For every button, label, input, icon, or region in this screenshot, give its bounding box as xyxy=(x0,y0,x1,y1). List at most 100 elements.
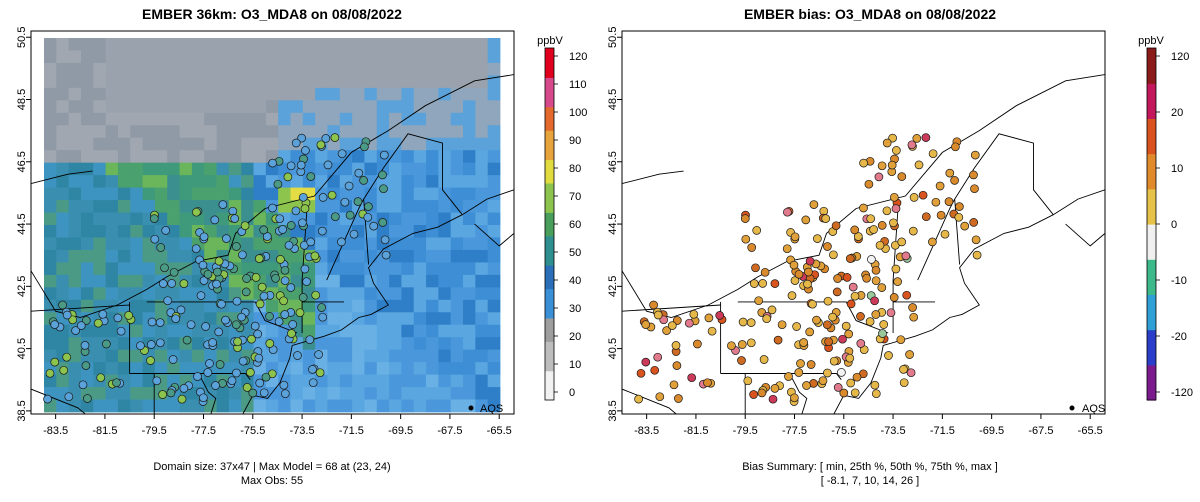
bias-point xyxy=(899,378,909,388)
grid-cell xyxy=(167,362,180,375)
grid-cell xyxy=(475,362,489,375)
grid-cell xyxy=(93,62,107,76)
grid-cell xyxy=(167,38,180,51)
grid-cell xyxy=(290,399,304,413)
grid-cell xyxy=(191,87,205,101)
bias-point xyxy=(877,161,887,171)
grid-cell xyxy=(56,262,70,276)
grid-cell xyxy=(253,150,267,164)
grid-cell xyxy=(438,137,452,151)
bias-point xyxy=(893,277,902,286)
grid-cell xyxy=(450,75,464,89)
right-colorbar-segment xyxy=(1147,48,1156,55)
grid-cell xyxy=(413,374,427,388)
bias-point xyxy=(921,212,931,222)
grid-cell xyxy=(401,137,415,151)
grid-cell xyxy=(315,337,328,351)
grid-cell xyxy=(364,337,378,351)
grid-cell xyxy=(413,274,427,288)
right-colorbar-segment xyxy=(1147,312,1156,319)
right-colorbar-segment xyxy=(1147,376,1156,383)
right-colorbar-segment xyxy=(1147,94,1156,102)
grid-cell xyxy=(93,162,107,176)
grid-cell xyxy=(228,399,242,413)
grid-cell xyxy=(93,100,107,114)
right-y-tick-label: 42.5 xyxy=(607,276,619,297)
left-state-border xyxy=(363,133,463,265)
grid-cell xyxy=(93,262,107,276)
grid-cell xyxy=(68,249,82,263)
aqs-station-point xyxy=(286,283,296,292)
grid-cell xyxy=(290,262,304,276)
grid-cell xyxy=(44,237,57,251)
left-colorbar-segment xyxy=(545,218,554,225)
left-colorbar-tick-label: 10 xyxy=(569,359,581,371)
aqs-station-point xyxy=(217,299,226,309)
grid-cell xyxy=(426,162,439,176)
grid-cell xyxy=(401,150,415,164)
left-x-tick-label: -77.5 xyxy=(191,425,216,437)
grid-cell xyxy=(450,112,464,126)
aqs-station-point xyxy=(156,243,166,252)
aqs-station-point xyxy=(205,359,214,368)
grid-cell xyxy=(191,175,205,188)
grid-cell xyxy=(364,150,378,164)
grid-cell xyxy=(80,87,94,101)
right-legend-label: AQS xyxy=(1082,403,1105,415)
grid-cell xyxy=(68,87,82,101)
grid-cell xyxy=(204,162,217,176)
grid-cell xyxy=(130,75,143,89)
grid-cell xyxy=(68,337,82,351)
aqs-station-point xyxy=(255,299,265,309)
grid-cell xyxy=(389,312,402,326)
grid-cell xyxy=(179,62,193,76)
grid-cell xyxy=(463,150,476,164)
bias-point xyxy=(887,160,897,170)
grid-cell xyxy=(191,337,205,351)
grid-cell xyxy=(179,137,193,151)
grid-cell xyxy=(463,187,476,201)
grid-cell xyxy=(117,237,131,251)
grid-cell xyxy=(93,337,107,351)
grid-cell xyxy=(376,287,390,301)
aqs-station-point xyxy=(80,341,90,350)
left-plot-frame xyxy=(30,30,515,415)
grid-cell xyxy=(68,374,82,388)
left-colorbar-segment xyxy=(545,200,554,207)
aqs-station-point xyxy=(293,351,302,360)
aqs-station-point xyxy=(237,312,246,322)
grid-cell xyxy=(327,200,341,213)
aqs-station-point xyxy=(196,291,206,300)
aqs-station-point xyxy=(279,296,288,306)
aqs-station-point xyxy=(176,305,186,315)
grid-cell xyxy=(401,299,415,313)
grid-cell xyxy=(426,62,439,76)
bias-point xyxy=(856,339,866,348)
aqs-station-point xyxy=(179,384,189,393)
left-colorbar-segment xyxy=(545,206,554,213)
grid-cell xyxy=(191,324,205,338)
grid-cell xyxy=(265,38,279,51)
grid-cell xyxy=(364,162,378,176)
grid-cell xyxy=(302,324,316,338)
grid-cell xyxy=(216,387,230,400)
left-y-tick-label: 48.5 xyxy=(16,89,28,110)
grid-cell xyxy=(450,399,464,413)
grid-cell xyxy=(339,274,353,288)
bias-point xyxy=(746,318,756,327)
grid-cell xyxy=(191,112,205,126)
grid-cell xyxy=(142,75,156,89)
grid-cell xyxy=(426,225,439,238)
left-model-grid xyxy=(44,38,501,413)
right-colorbar-tick-label: -20 xyxy=(1171,331,1187,343)
left-x-tick-label: -65.5 xyxy=(487,425,512,437)
grid-cell xyxy=(167,137,180,151)
grid-cell xyxy=(475,262,489,276)
grid-cell xyxy=(475,50,489,64)
bias-point xyxy=(746,338,756,348)
bias-point xyxy=(784,372,793,381)
grid-cell xyxy=(352,125,365,139)
bias-point xyxy=(812,315,821,325)
grid-cell xyxy=(450,125,464,139)
grid-cell xyxy=(56,225,70,238)
